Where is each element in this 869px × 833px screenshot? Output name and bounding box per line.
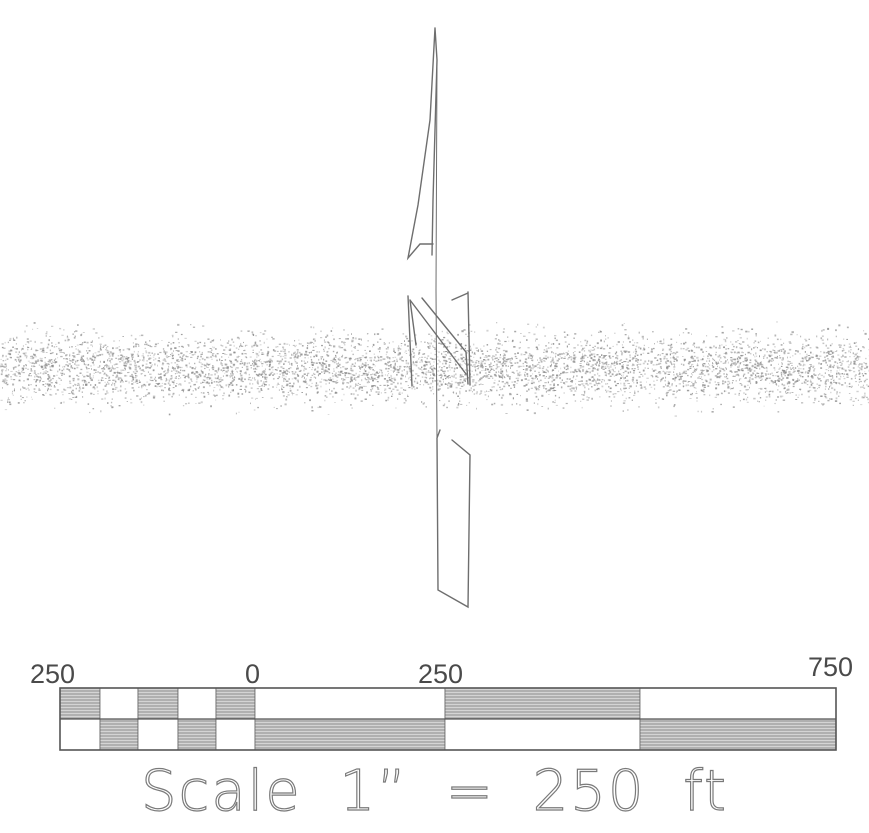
crossing-block	[407, 291, 471, 387]
scale-caption: Scale 1” = 250 ft	[140, 759, 728, 824]
scale-bar-cell	[177, 687, 217, 720]
upper-wedge	[406, 27, 438, 261]
scale-bar-cell	[215, 718, 256, 751]
tick-label-250: 250	[418, 659, 463, 689]
scale-bar-cell	[639, 687, 837, 720]
scale-bar-cell	[59, 718, 101, 751]
tick-label-left: 250	[30, 659, 75, 689]
tick-label-zero: 0	[245, 659, 260, 689]
scale-bar-cells	[59, 687, 837, 751]
scale-bar-cell	[254, 687, 446, 720]
scale-bar: 250 0 250 750	[29, 651, 854, 751]
scale-bar-cell	[137, 718, 179, 751]
scale-bar-cell	[99, 687, 139, 720]
scale-bar-cell	[177, 718, 217, 751]
scale-bar-cell	[215, 687, 256, 720]
stippled-band	[0, 321, 869, 417]
lower-segment	[436, 429, 471, 609]
scale-bar-cell	[639, 718, 837, 751]
scale-bar-cell	[99, 718, 139, 751]
tick-label-750: 750	[808, 652, 853, 682]
vertical-feature	[406, 27, 471, 609]
scale-bar-cell	[254, 718, 446, 751]
scale-bar-cell	[137, 687, 179, 720]
scale-bar-cell	[444, 687, 641, 720]
scale-bar-cell	[444, 718, 641, 751]
scale-bar-cell	[59, 687, 101, 720]
